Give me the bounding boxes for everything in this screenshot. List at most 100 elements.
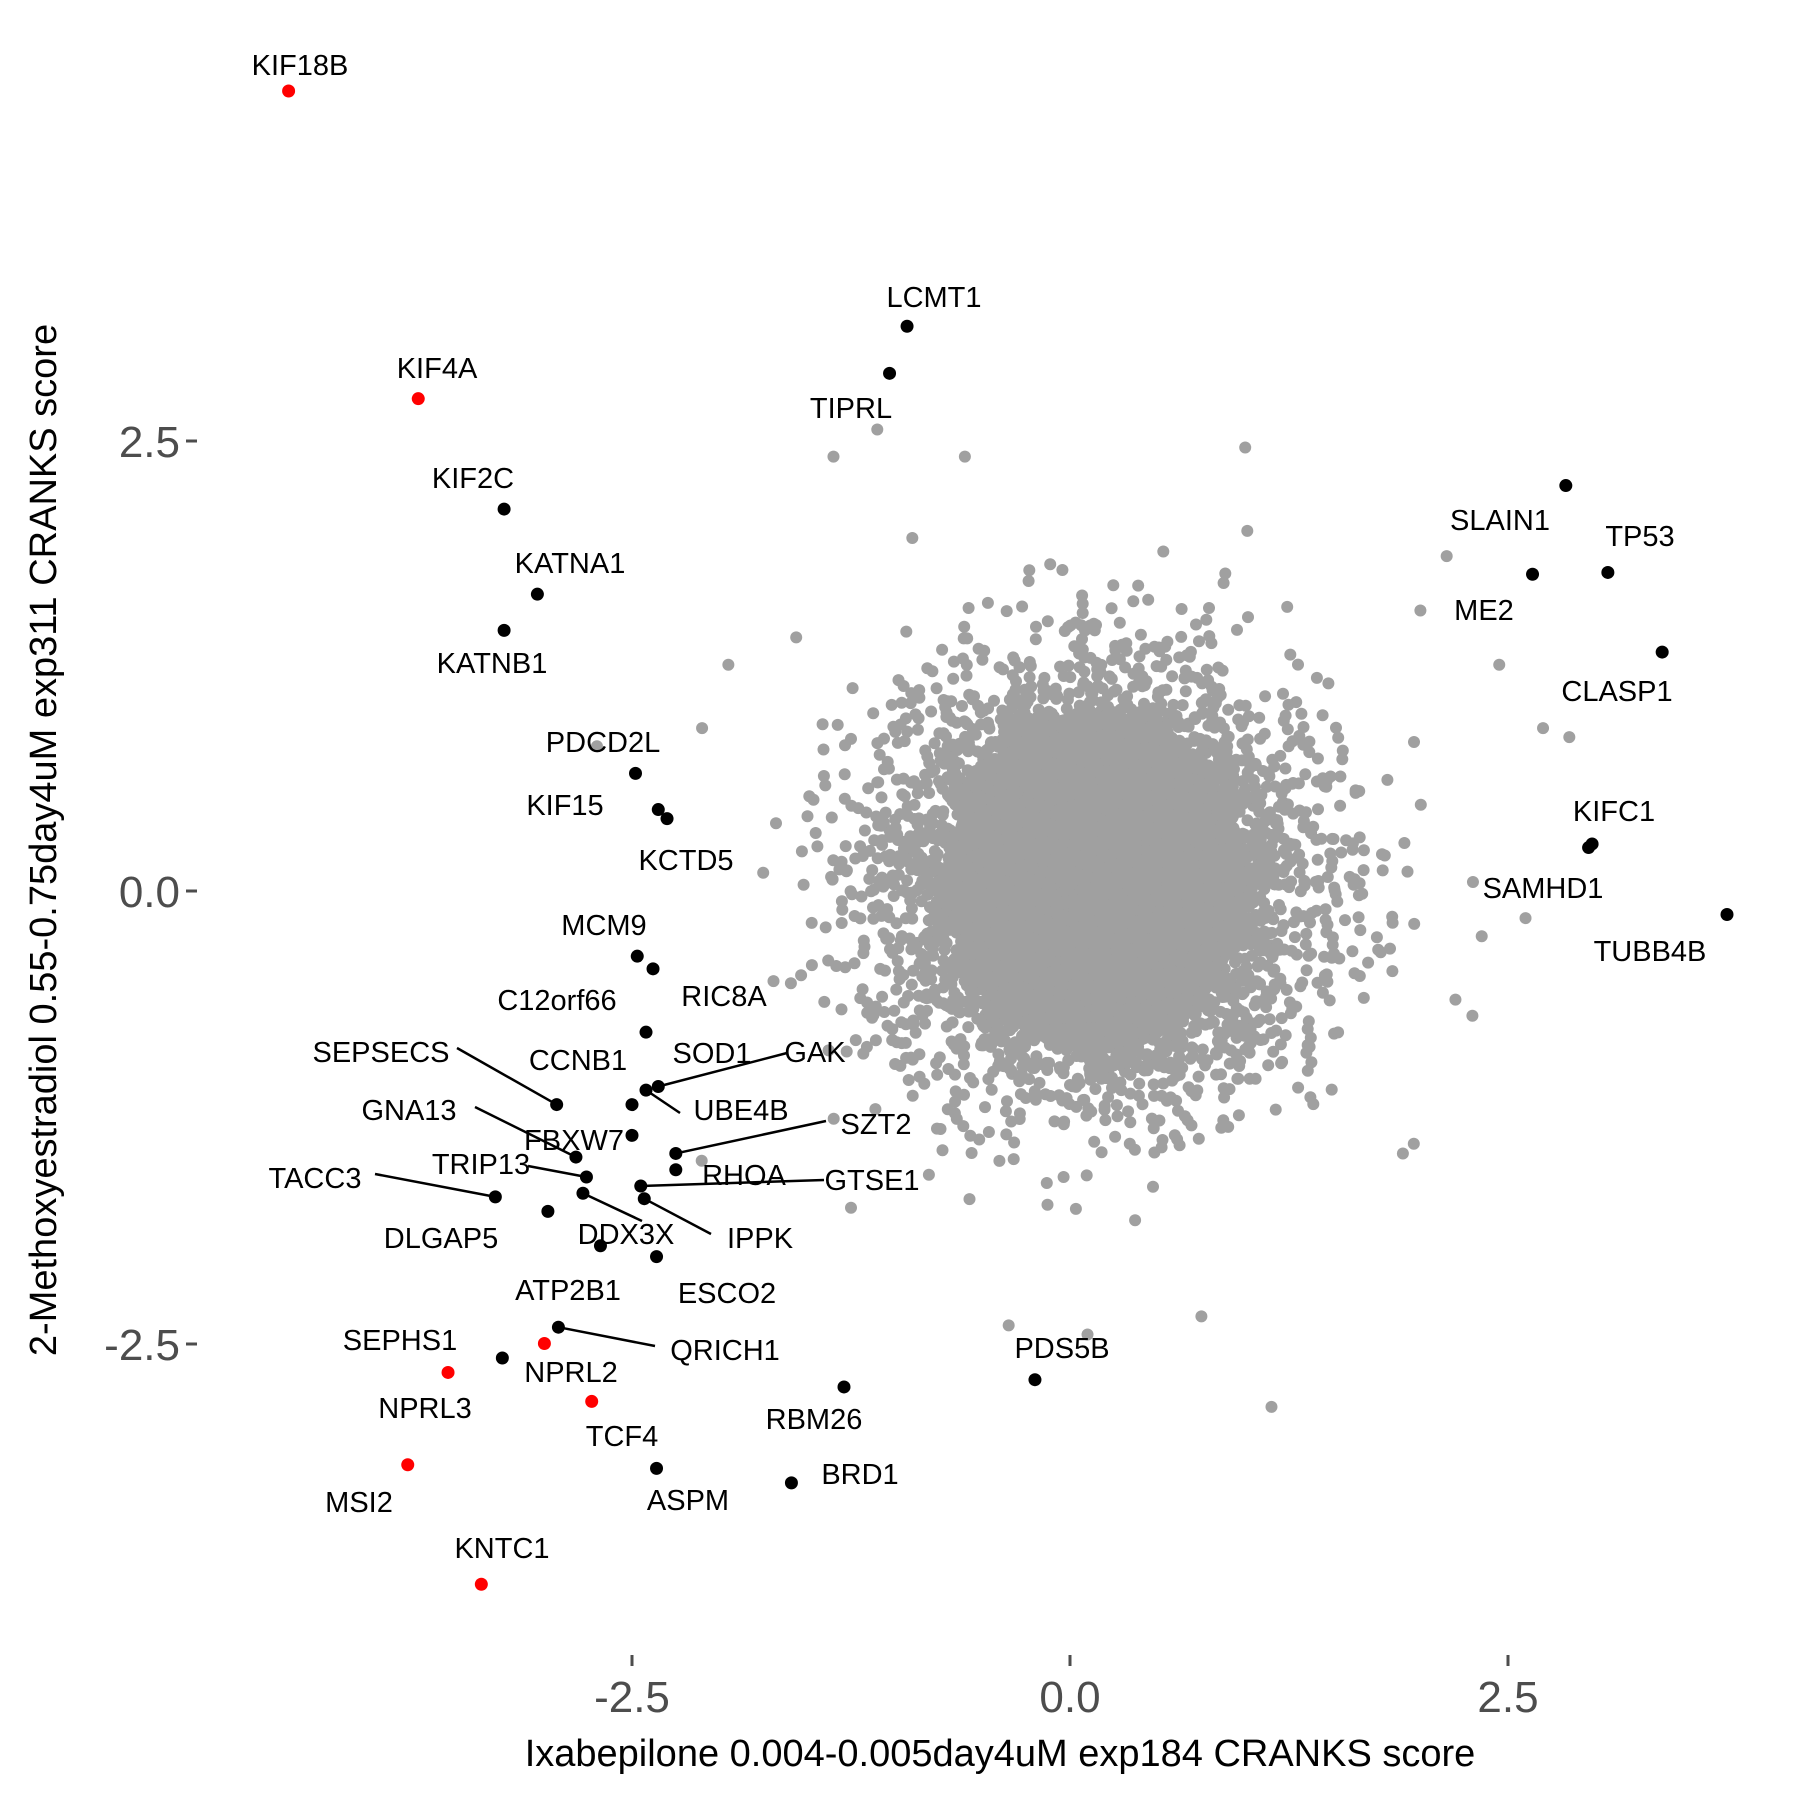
background-point [1234,864,1247,877]
background-point [1275,1012,1288,1025]
background-point [1173,1052,1186,1065]
background-point [839,840,852,853]
background-point [784,977,797,990]
background-point [1233,1060,1246,1072]
background-point [1334,799,1347,812]
background-point [1022,932,1035,945]
background-point [1121,698,1134,711]
background-point [958,1088,970,1101]
background-point [915,947,928,960]
background-point [1109,1130,1122,1143]
background-point [1273,943,1286,956]
background-point [1336,744,1349,757]
background-point [1231,623,1243,636]
background-point [1269,1103,1282,1116]
background-point [887,890,900,902]
background-point [855,890,868,903]
background-point [985,1083,998,1096]
background-point [818,995,831,1008]
background-point [1186,748,1199,761]
background-point [1124,1087,1137,1100]
background-point [1023,564,1036,577]
background-point [976,653,989,666]
background-point [1073,661,1086,674]
background-point [895,696,908,709]
background-point [1076,633,1088,646]
background-point [1312,881,1325,894]
background-point [1186,1049,1199,1062]
background-point [1175,630,1188,643]
background-point [1076,589,1089,602]
background-point [1013,1107,1026,1120]
background-point [923,787,936,799]
background-point [1013,1075,1026,1088]
background-point [1030,620,1042,633]
background-point [1073,647,1086,660]
background-point [1310,775,1323,788]
background-point [1119,661,1132,674]
background-point [876,990,889,1003]
background-point [1262,1059,1275,1072]
background-point [877,816,890,829]
background-point [878,1006,891,1018]
background-point [825,811,838,824]
background-point [1022,575,1035,587]
background-point [1147,1180,1159,1193]
background-point [1235,841,1248,854]
background-point [906,912,919,925]
background-point [950,1112,963,1125]
background-point [767,975,780,988]
background-point [844,885,857,898]
background-point [1250,995,1263,1008]
background-point [972,831,984,844]
background-point [951,784,964,796]
background-point [965,896,977,908]
background-point [1023,671,1036,684]
background-point [867,707,880,720]
background-point [888,1004,901,1017]
background-point [1064,619,1077,632]
background-point [1280,983,1293,996]
background-point [1322,677,1335,690]
background-point [1216,664,1229,677]
background-point [889,725,902,738]
background-point [1182,1081,1195,1094]
background-point [1316,709,1329,722]
background-point [1199,693,1212,706]
background-point [1054,720,1067,733]
background-point [1260,780,1273,793]
background-point [1066,717,1079,730]
background-point [999,1105,1012,1118]
background-point [1332,1026,1345,1039]
background-point [1038,671,1051,684]
background-point [819,779,832,792]
background-point [1407,1137,1420,1150]
background-point [1106,654,1119,666]
background-point [1007,1153,1020,1166]
background-point [1041,615,1054,628]
background-point [1192,1132,1205,1145]
background-point [1311,752,1324,765]
background-point [1408,917,1421,930]
background-point [1203,776,1216,789]
background-point [1043,1056,1055,1069]
background-point [949,798,962,811]
background-point [1320,774,1333,787]
background-point [1190,618,1202,631]
background-point [863,844,876,857]
background-point [960,669,973,682]
background-point [846,682,859,695]
background-point [922,1168,935,1181]
background-point [1357,864,1370,877]
background-point [984,771,997,784]
background-point [972,699,985,712]
background-point [982,1126,995,1138]
background-point [1302,1015,1315,1028]
background-point [884,943,896,956]
background-point [1176,951,1189,964]
background-point [1324,847,1337,860]
background-point [1080,1169,1093,1182]
background-point [1199,803,1212,816]
background-point [1305,1056,1318,1069]
